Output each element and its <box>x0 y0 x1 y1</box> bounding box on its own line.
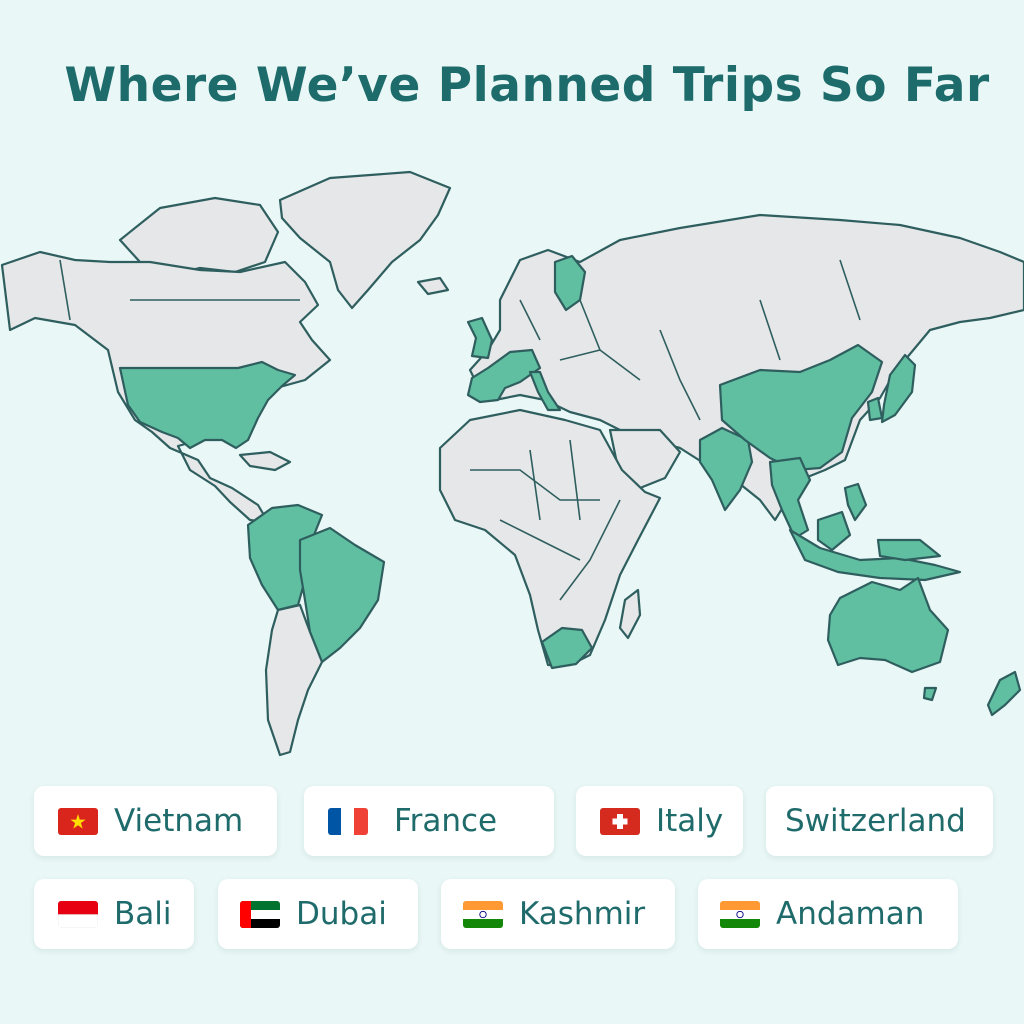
australia <box>826 576 950 674</box>
destination-label: Vietnam <box>114 803 244 839</box>
brazil <box>298 526 386 664</box>
eurasia <box>468 213 1024 522</box>
destination-chip-bali[interactable]: Bali <box>34 879 194 949</box>
destination-label: Andaman <box>776 896 925 932</box>
destination-chip-vietnam[interactable]: Vietnam <box>34 786 277 856</box>
iceland <box>416 276 450 296</box>
destination-label: Switzerland <box>785 803 966 839</box>
united-states <box>118 360 297 450</box>
tasmania <box>922 686 938 702</box>
borneo <box>816 510 852 552</box>
destination-label: France <box>394 803 498 839</box>
world-map <box>0 170 1024 757</box>
destination-chip-kashmir[interactable]: Kashmir <box>441 879 675 949</box>
new-zealand <box>986 670 1022 717</box>
china <box>718 343 884 472</box>
switzerland-flag-icon <box>600 807 640 835</box>
page-title: Where We’ve Planned Trips So Far <box>64 58 990 113</box>
southern-south-america <box>264 603 324 757</box>
destination-label: Bali <box>114 896 172 932</box>
italy <box>528 370 562 412</box>
destination-label: Kashmir <box>519 896 646 932</box>
destination-chip-dubai[interactable]: Dubai <box>218 879 418 949</box>
south-africa <box>540 626 594 670</box>
destination-chip-switzerland[interactable]: Switzerland <box>766 786 993 856</box>
caribbean <box>238 450 292 472</box>
madagascar <box>618 588 642 640</box>
india-flag-icon <box>720 900 760 928</box>
united-kingdom <box>466 316 494 360</box>
indonesia-flag-icon <box>58 900 98 928</box>
southeast-asia <box>768 456 812 540</box>
destination-chip-italy[interactable]: Italy <box>576 786 743 856</box>
india <box>698 426 754 512</box>
uae-flag-icon <box>240 900 280 928</box>
france-flag-icon <box>328 807 368 835</box>
destination-chip-france[interactable]: France <box>304 786 554 856</box>
destination-label: Dubai <box>296 896 387 932</box>
indonesia <box>788 528 962 582</box>
destination-label: Italy <box>656 803 724 839</box>
philippines <box>843 482 868 522</box>
japan <box>880 353 917 424</box>
india-flag-icon <box>463 900 503 928</box>
greenland <box>278 170 452 310</box>
africa <box>438 408 662 667</box>
vietnam-flag-icon <box>58 807 98 835</box>
south-korea <box>866 396 884 422</box>
country-borders <box>59 259 861 601</box>
destination-chip-andaman[interactable]: Andaman <box>698 879 958 949</box>
new-guinea <box>876 538 942 562</box>
western-europe <box>466 348 542 404</box>
